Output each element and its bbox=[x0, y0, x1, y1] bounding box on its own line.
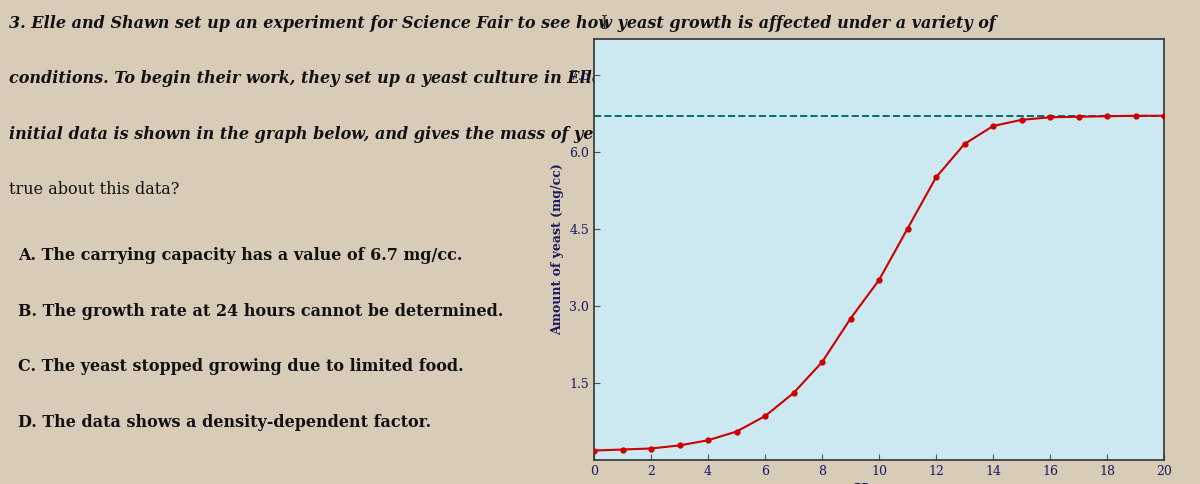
Text: I: I bbox=[600, 15, 607, 32]
Y-axis label: Amount of yeast (mg/cc): Amount of yeast (mg/cc) bbox=[551, 163, 564, 335]
Text: 3. Elle and Shawn set up an experiment for Science Fair to see how yeast growth : 3. Elle and Shawn set up an experiment f… bbox=[8, 15, 996, 31]
Text: A. The carrying capacity has a value of 6.7 mg/cc.: A. The carrying capacity has a value of … bbox=[18, 247, 462, 264]
X-axis label: Hours: Hours bbox=[853, 483, 905, 484]
Text: true about this data?: true about this data? bbox=[8, 182, 179, 198]
Text: initial data is shown in the graph below, and gives the mass of yeast per cc or : initial data is shown in the graph below… bbox=[8, 126, 998, 143]
Text: D. The data shows a density-dependent factor.: D. The data shows a density-dependent fa… bbox=[18, 414, 431, 431]
Text: B. The growth rate at 24 hours cannot be determined.: B. The growth rate at 24 hours cannot be… bbox=[18, 302, 503, 319]
Text: C. The yeast stopped growing due to limited food.: C. The yeast stopped growing due to limi… bbox=[18, 358, 463, 375]
Text: conditions. To begin their work, they set up a yeast culture in Elle’s kitchen u: conditions. To begin their work, they se… bbox=[8, 70, 1018, 87]
